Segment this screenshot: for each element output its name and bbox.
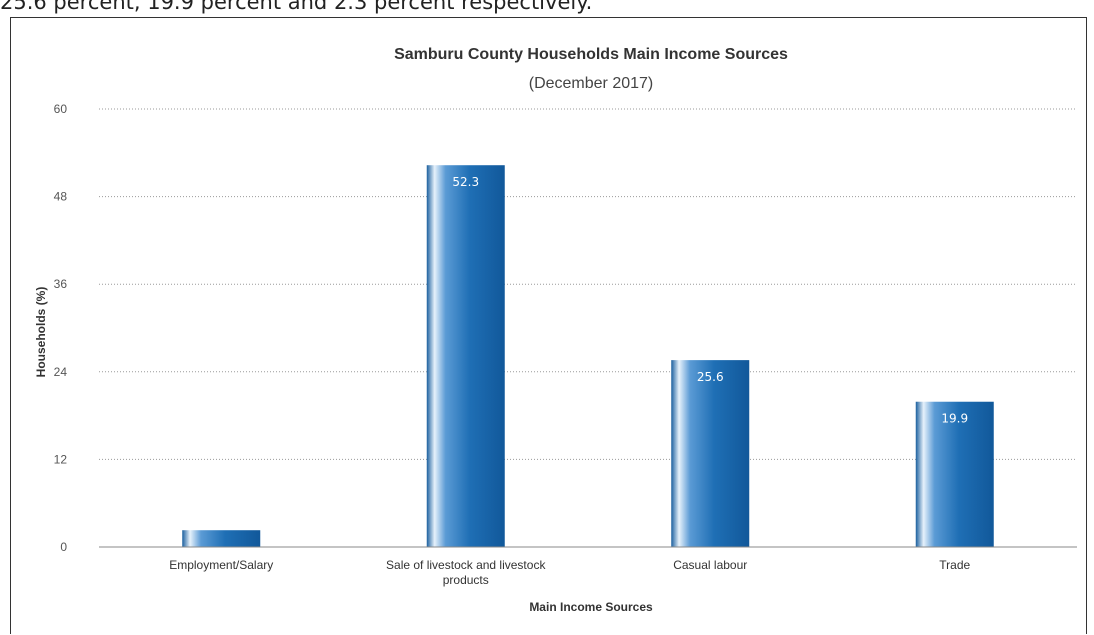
y-tick-label: 0 <box>60 540 67 554</box>
data-labels: 52.3 25.6 19.9 <box>452 175 968 426</box>
x-tick-label: Employment/Salary <box>169 558 273 572</box>
bar-value-label: 52.3 <box>452 175 479 189</box>
x-tick-label: products <box>443 573 489 587</box>
bar-chart: Samburu County Households Main Income So… <box>34 46 1077 614</box>
x-axis-title: Main Income Sources <box>529 600 653 614</box>
y-tick-label: 48 <box>54 190 68 204</box>
y-tick-label: 60 <box>54 102 68 116</box>
bar <box>671 360 750 547</box>
caption-text: 25.6 percent, 19.9 percent and 2.3 perce… <box>0 0 593 14</box>
bar <box>426 165 505 547</box>
gridlines: 0 12 24 36 48 60 <box>54 102 1077 554</box>
x-tick-label: Trade <box>939 558 970 572</box>
chart-subtitle: (December 2017) <box>529 75 654 92</box>
x-axis: Employment/Salary Sale of livestock and l… <box>99 546 1077 587</box>
y-axis-title: Households (%) <box>34 287 48 378</box>
bar-value-label: 25.6 <box>697 370 724 384</box>
chart-title: Samburu County Households Main Income So… <box>394 46 788 63</box>
bar-value-label: 19.9 <box>941 412 968 426</box>
y-tick-label: 36 <box>54 277 68 291</box>
x-tick-label: Sale of livestock and livestock <box>386 558 546 572</box>
bar <box>915 401 994 547</box>
x-tick-label: Casual labour <box>673 558 747 572</box>
y-tick-label: 12 <box>54 452 68 466</box>
bar <box>182 530 261 547</box>
bars <box>182 165 994 547</box>
y-tick-label: 24 <box>54 365 68 379</box>
chart-frame: Samburu County Households Main Income So… <box>10 17 1087 634</box>
